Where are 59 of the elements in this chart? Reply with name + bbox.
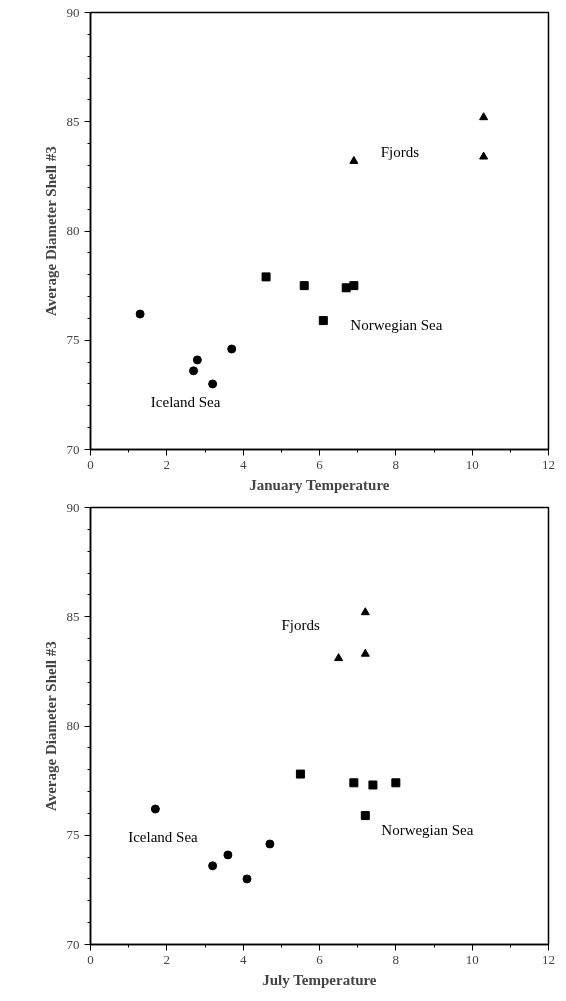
point [189,366,199,376]
x-tick-label: 0 [87,951,94,967]
point [208,861,218,871]
series-label: Norwegian Sea [350,316,443,333]
x-tick-label: 10 [465,951,479,967]
y-tick-label: 85 [66,608,80,624]
point [349,155,359,164]
point [265,839,275,849]
x-tick-label: 12 [542,951,555,967]
y-tick-label: 70 [66,936,80,952]
point [318,316,328,326]
x-axis-title: January Temperature [249,476,390,493]
point [208,379,218,389]
x-tick-label: 8 [392,456,400,472]
y-tick-label: 85 [66,113,80,129]
x-tick-label: 4 [239,951,247,967]
series-label: Norwegian Sea [381,821,474,838]
series-label: Fjords [281,617,320,634]
point [349,281,359,291]
point [261,272,271,282]
y-tick-label: 75 [66,827,80,843]
x-tick-label: 8 [392,951,400,967]
point [479,112,489,121]
point [223,850,233,860]
point [360,811,370,821]
y-axis-title: Average Diameter Shell #3 [42,146,59,317]
point [349,778,359,788]
point [360,648,370,657]
y-tick-label: 70 [66,441,80,457]
y-axis-title: Average Diameter Shell #3 [42,641,59,812]
series-label: Fjords [380,144,420,161]
x-tick-label: 6 [316,456,324,472]
point [479,151,489,160]
series-label: Iceland Sea [150,393,221,410]
point [299,281,309,291]
y-tick-label: 80 [66,223,80,238]
x-tick-label: 10 [465,456,479,472]
x-tick-label: 2 [163,951,171,967]
series-label: Iceland Sea [128,828,199,845]
x-tick-label: 0 [87,456,94,472]
y-tick-label: 90 [66,4,80,20]
point [150,804,160,814]
point [368,780,378,790]
y-tick-label: 90 [66,499,80,515]
point [391,778,401,788]
x-axis-title: July Temperature [262,971,377,988]
point [334,653,344,662]
point [135,309,145,319]
y-tick-label: 80 [66,718,80,733]
x-tick-label: 2 [163,456,171,472]
point [192,355,202,365]
point [295,769,305,779]
x-tick-label: 6 [316,951,324,967]
x-tick-label: 12 [542,456,555,472]
point [360,607,370,616]
point [227,344,237,354]
point [242,874,252,884]
y-tick-label: 75 [66,332,80,348]
x-tick-label: 4 [239,456,247,472]
